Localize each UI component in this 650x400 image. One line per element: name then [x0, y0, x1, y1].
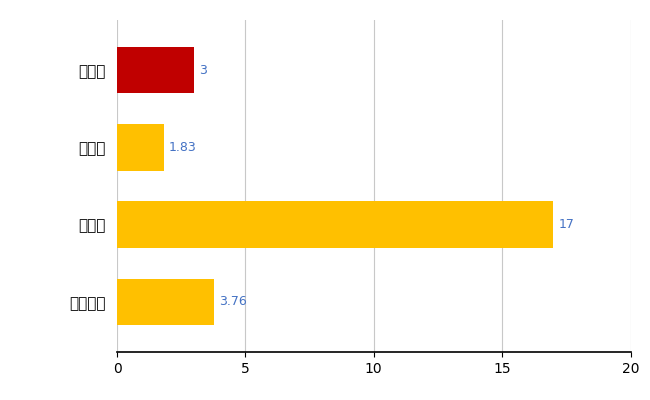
Text: 3.76: 3.76: [218, 295, 246, 308]
Bar: [117, 279, 214, 325]
Text: 1.83: 1.83: [169, 141, 197, 154]
Text: 17: 17: [558, 218, 575, 231]
Bar: [117, 47, 194, 93]
Bar: [117, 202, 554, 248]
Bar: [117, 124, 164, 170]
Text: 3: 3: [199, 64, 207, 77]
